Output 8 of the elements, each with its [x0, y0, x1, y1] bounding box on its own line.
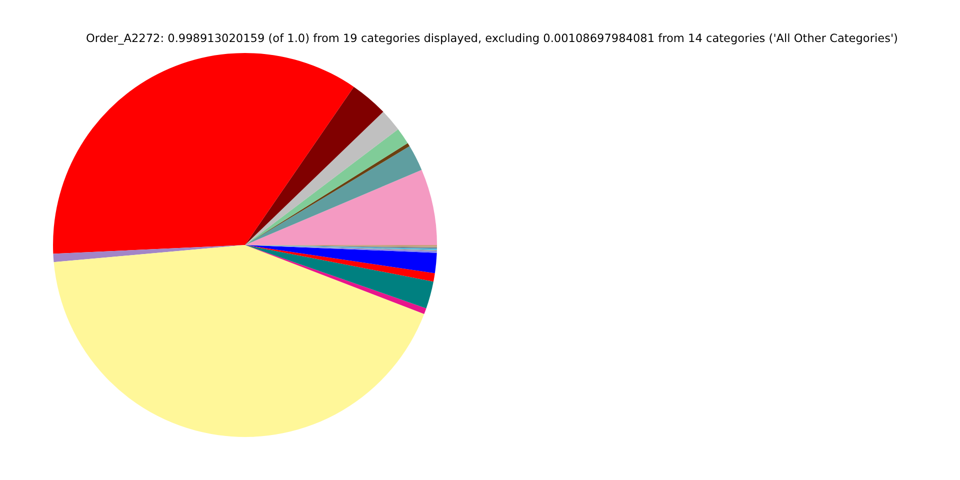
- pie-slice: [245, 245, 437, 274]
- pie-slice: [245, 170, 437, 245]
- pie-slice: [245, 86, 384, 245]
- pie-slice: [53, 53, 354, 254]
- pie-slice: [54, 245, 424, 437]
- pie-slice: [53, 245, 245, 262]
- text: Order_A2272: 0.998913020159 (of 1.0) from 19 categories displayed, excluding 0.00108697984081 from 14 categories ('All Other Categories'): [85, 32, 899, 45]
- pie-slice: [245, 112, 398, 245]
